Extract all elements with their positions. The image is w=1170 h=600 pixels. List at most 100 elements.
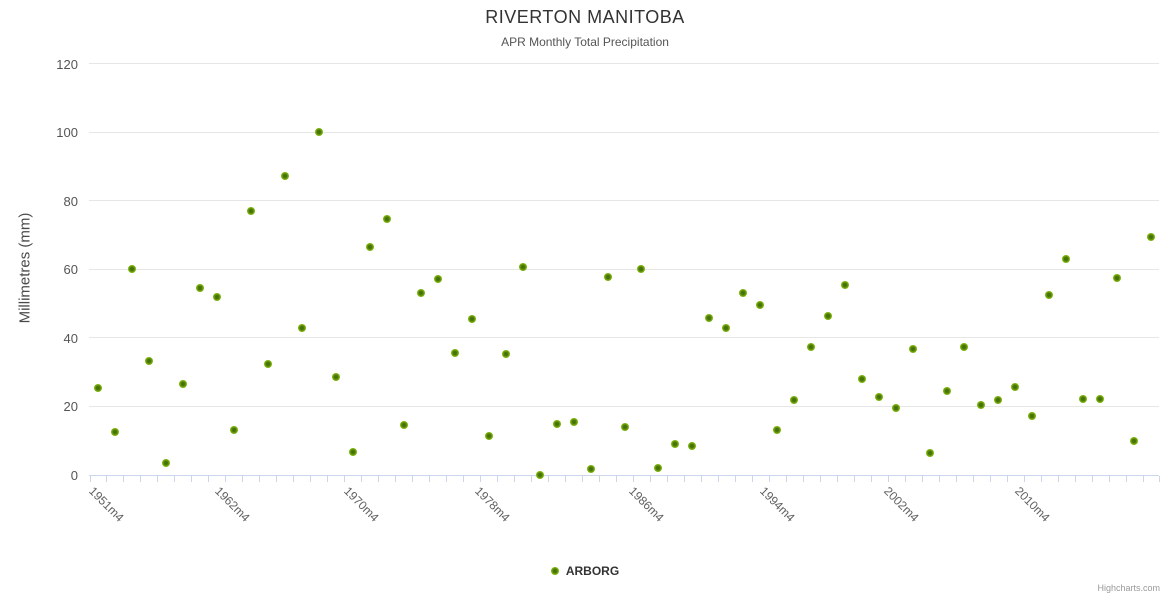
x-axis-tick — [548, 476, 550, 482]
data-point[interactable] — [994, 395, 1003, 404]
x-axis-tick — [683, 476, 685, 482]
data-point[interactable] — [671, 440, 680, 449]
data-point[interactable] — [450, 349, 459, 358]
x-axis-tick — [463, 476, 465, 482]
x-axis-tick — [1091, 476, 1093, 482]
data-point[interactable] — [654, 463, 663, 472]
data-point[interactable] — [433, 275, 442, 284]
data-point[interactable] — [535, 470, 544, 479]
data-point[interactable] — [110, 427, 119, 436]
data-point[interactable] — [841, 281, 850, 290]
x-axis-tick — [599, 476, 601, 482]
data-point[interactable] — [518, 262, 527, 271]
y-gridline — [89, 63, 1159, 64]
data-point[interactable] — [892, 403, 901, 412]
data-point[interactable] — [756, 300, 765, 309]
data-point[interactable] — [280, 171, 289, 180]
data-point[interactable] — [161, 459, 170, 468]
x-axis-tick — [768, 476, 770, 482]
data-point[interactable] — [416, 289, 425, 298]
data-point[interactable] — [790, 395, 799, 404]
data-point[interactable] — [246, 207, 255, 216]
data-point[interactable] — [127, 265, 136, 273]
data-point[interactable] — [382, 214, 391, 223]
data-point[interactable] — [875, 393, 884, 402]
x-axis-tick — [717, 476, 719, 482]
x-axis-label: 2010m4 — [1011, 484, 1053, 525]
highcharts-credit-link[interactable]: Highcharts.com — [1097, 583, 1160, 593]
data-point[interactable] — [722, 323, 731, 332]
data-point[interactable] — [586, 465, 595, 474]
data-point[interactable] — [824, 311, 833, 320]
x-axis-tick — [531, 476, 533, 482]
data-point[interactable] — [1062, 255, 1071, 264]
data-point[interactable] — [620, 422, 629, 431]
x-axis-tick — [666, 476, 668, 482]
x-axis-tick — [310, 476, 312, 482]
data-point[interactable] — [1011, 382, 1020, 391]
x-axis-tick — [89, 476, 91, 482]
data-point[interactable] — [1045, 291, 1054, 300]
legend-item-arborg[interactable]: ARBORG — [0, 564, 1170, 578]
x-axis-tick — [1142, 476, 1144, 482]
data-point[interactable] — [705, 314, 714, 323]
data-point[interactable] — [739, 288, 748, 297]
x-axis-tick — [582, 476, 584, 482]
data-point[interactable] — [807, 343, 816, 352]
chart-subtitle: APR Monthly Total Precipitation — [501, 35, 669, 49]
x-axis-tick — [853, 476, 855, 482]
data-point[interactable] — [144, 356, 153, 365]
x-axis-tick — [514, 476, 516, 482]
data-point[interactable] — [858, 374, 867, 383]
x-axis-tick — [904, 476, 906, 482]
data-point[interactable] — [603, 273, 612, 282]
x-axis-tick — [361, 476, 363, 482]
data-point[interactable] — [977, 400, 986, 409]
data-point[interactable] — [263, 359, 272, 368]
data-point[interactable] — [212, 293, 221, 302]
data-point[interactable] — [1113, 274, 1122, 283]
data-point[interactable] — [552, 420, 561, 429]
x-axis-tick — [989, 476, 991, 482]
data-point[interactable] — [501, 349, 510, 358]
data-point[interactable] — [1130, 436, 1139, 445]
x-axis-tick — [497, 476, 499, 482]
x-axis-tick — [1108, 476, 1110, 482]
data-point[interactable] — [773, 426, 782, 435]
x-axis-tick — [955, 476, 957, 482]
data-point[interactable] — [688, 442, 697, 451]
data-point[interactable] — [467, 315, 476, 324]
x-axis-tick — [395, 476, 397, 482]
data-point[interactable] — [195, 284, 204, 293]
y-axis-label: 120 — [56, 56, 78, 72]
data-point[interactable] — [229, 425, 238, 434]
x-axis-tick — [734, 476, 736, 482]
data-point[interactable] — [1147, 233, 1155, 242]
data-point[interactable] — [331, 372, 340, 381]
x-axis-tick — [429, 476, 431, 482]
data-point[interactable] — [178, 380, 187, 389]
data-point[interactable] — [365, 242, 374, 251]
data-point[interactable] — [314, 128, 323, 136]
data-point[interactable] — [1096, 395, 1105, 404]
data-point[interactable] — [926, 449, 935, 458]
data-point[interactable] — [909, 345, 918, 354]
x-axis-tick — [616, 476, 617, 482]
x-axis-tick — [632, 476, 634, 482]
data-point[interactable] — [94, 383, 102, 392]
data-point[interactable] — [297, 324, 306, 333]
data-point[interactable] — [569, 418, 578, 427]
data-point[interactable] — [637, 265, 646, 273]
data-point[interactable] — [484, 432, 493, 441]
data-point[interactable] — [943, 386, 952, 395]
x-axis-tick — [836, 476, 838, 482]
x-axis-tick — [191, 476, 193, 482]
data-point[interactable] — [960, 342, 969, 351]
data-point[interactable] — [1079, 395, 1088, 404]
data-point[interactable] — [348, 447, 357, 456]
data-point[interactable] — [1028, 411, 1037, 420]
y-axis-label: 20 — [63, 399, 78, 414]
data-point[interactable] — [399, 420, 408, 429]
legend-series-label: ARBORG — [565, 564, 620, 578]
